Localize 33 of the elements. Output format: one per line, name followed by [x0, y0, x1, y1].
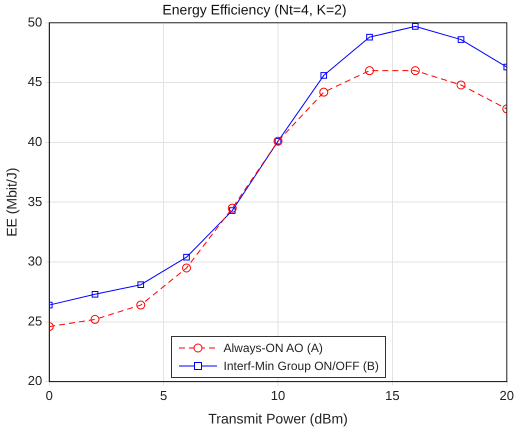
point: [228, 207, 236, 214]
y-tick-label: 45: [28, 74, 42, 90]
legend-label: Always-ON AO (A): [224, 340, 323, 355]
point: [366, 34, 373, 40]
point: [320, 72, 328, 79]
point: [137, 281, 144, 288]
y-tick-label: 35: [28, 194, 42, 209]
y-tick-label: 50: [28, 14, 42, 30]
chart-title: Energy Efficiency (Nt=4, K=2): [162, 1, 347, 18]
point: [92, 290, 98, 298]
point: [410, 66, 420, 76]
y-tick-label: 20: [28, 373, 42, 388]
point: [458, 36, 464, 43]
x-tick-label: 20: [500, 388, 514, 403]
point: [228, 204, 237, 213]
y-tick-label: 30: [28, 254, 42, 269]
point: [365, 66, 374, 76]
x-tick-label: 15: [385, 388, 400, 403]
y-tick-label: 25: [28, 313, 42, 328]
point: [456, 80, 466, 90]
point: [136, 300, 146, 310]
x-axis-title: Transmit Power (dBm): [208, 410, 348, 426]
point: [182, 263, 192, 272]
point: [412, 23, 419, 30]
y-axis-title: EE (Mbit/J): [3, 168, 20, 237]
point: [183, 254, 190, 261]
legend-label: Interf-Min Group ON/OFF (B): [224, 358, 379, 373]
x-tick-label: 10: [270, 388, 286, 403]
x-tick-label: 5: [160, 388, 168, 403]
point: [90, 314, 100, 324]
point: [319, 88, 328, 97]
y-tick-label: 40: [28, 134, 42, 149]
x-tick-label: 0: [46, 388, 53, 403]
